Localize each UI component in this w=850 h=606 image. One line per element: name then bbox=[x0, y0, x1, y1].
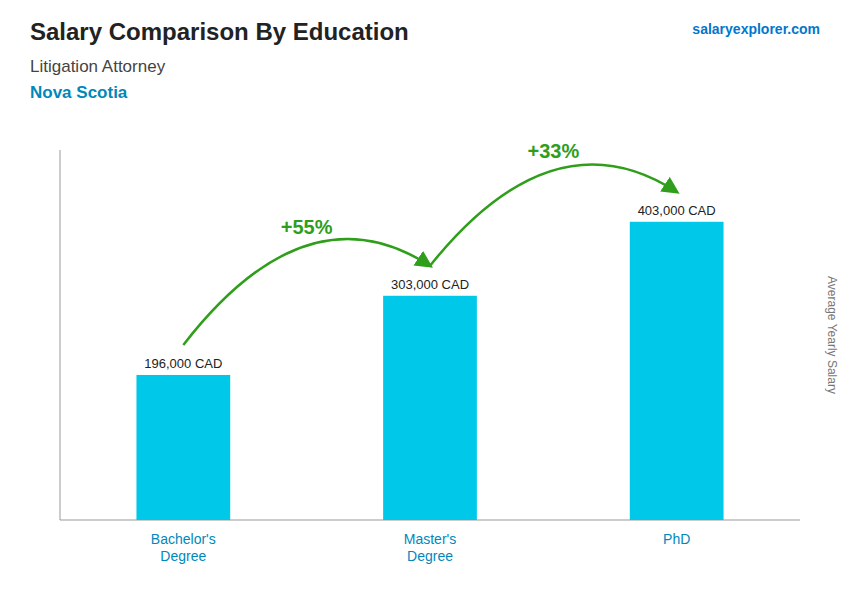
annotation-arrow bbox=[183, 239, 430, 345]
x-tick-label: PhD bbox=[663, 531, 690, 547]
chart-container: Salary Comparison By Education Litigation… bbox=[0, 0, 850, 606]
bars bbox=[136, 222, 723, 520]
annotation: +33% bbox=[527, 140, 579, 162]
title: Salary Comparison By Education bbox=[30, 18, 409, 45]
x-tick-label: Bachelor'sDegree bbox=[151, 531, 216, 564]
x-tick-label-line: Degree bbox=[407, 548, 453, 564]
data-label: 303,000 CAD bbox=[391, 277, 469, 292]
bar bbox=[383, 296, 477, 520]
data-label: 403,000 CAD bbox=[638, 203, 716, 218]
subtitle: Litigation Attorney bbox=[30, 57, 166, 76]
bar bbox=[630, 222, 724, 520]
chart-svg: Salary Comparison By Education Litigation… bbox=[0, 0, 850, 606]
x-tick-label-line: Bachelor's bbox=[151, 531, 216, 547]
annotation-arrow bbox=[430, 164, 677, 265]
credit: salaryexplorer.com bbox=[692, 21, 820, 37]
y-axis-label: Average Yearly Salary bbox=[825, 276, 839, 394]
x-tick-label-line: Master's bbox=[404, 531, 456, 547]
x-tick-label-line: PhD bbox=[663, 531, 690, 547]
data-label: 196,000 CAD bbox=[144, 356, 222, 371]
subtitle: Nova Scotia bbox=[30, 83, 128, 102]
bar bbox=[136, 375, 230, 520]
x-tick-label-line: Degree bbox=[160, 548, 206, 564]
x-tick-label: Master'sDegree bbox=[404, 531, 456, 564]
annotation: +55% bbox=[281, 216, 333, 238]
y-axis-line bbox=[60, 150, 61, 520]
